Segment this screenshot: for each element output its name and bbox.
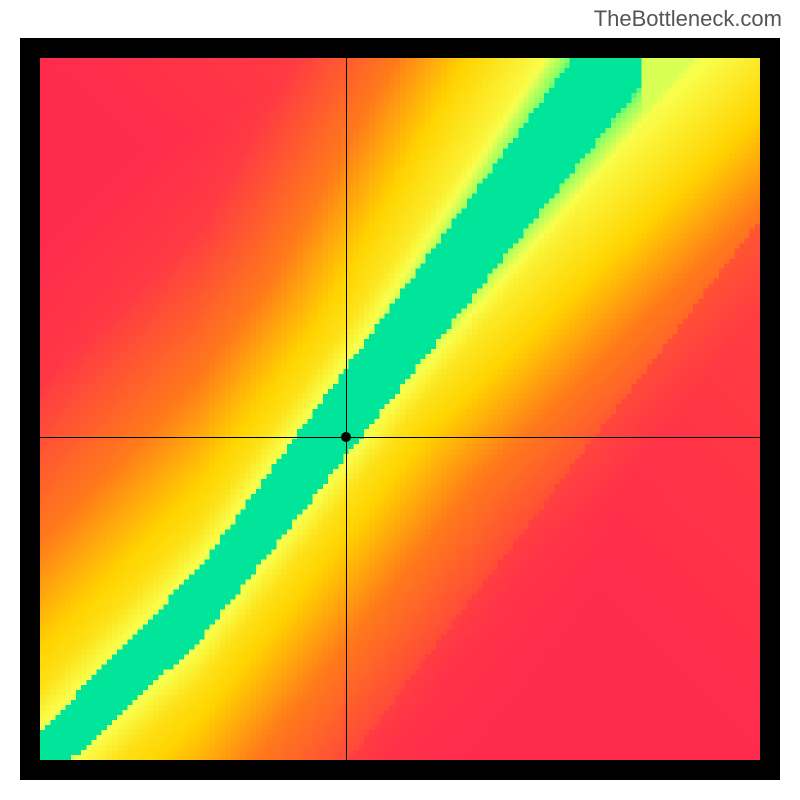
bottleneck-heatmap: [40, 58, 760, 760]
plot-frame: [20, 38, 780, 780]
crosshair-vertical: [346, 58, 347, 760]
crosshair-marker: [341, 432, 351, 442]
watermark-text: TheBottleneck.com: [594, 6, 782, 32]
crosshair-horizontal: [40, 437, 760, 438]
